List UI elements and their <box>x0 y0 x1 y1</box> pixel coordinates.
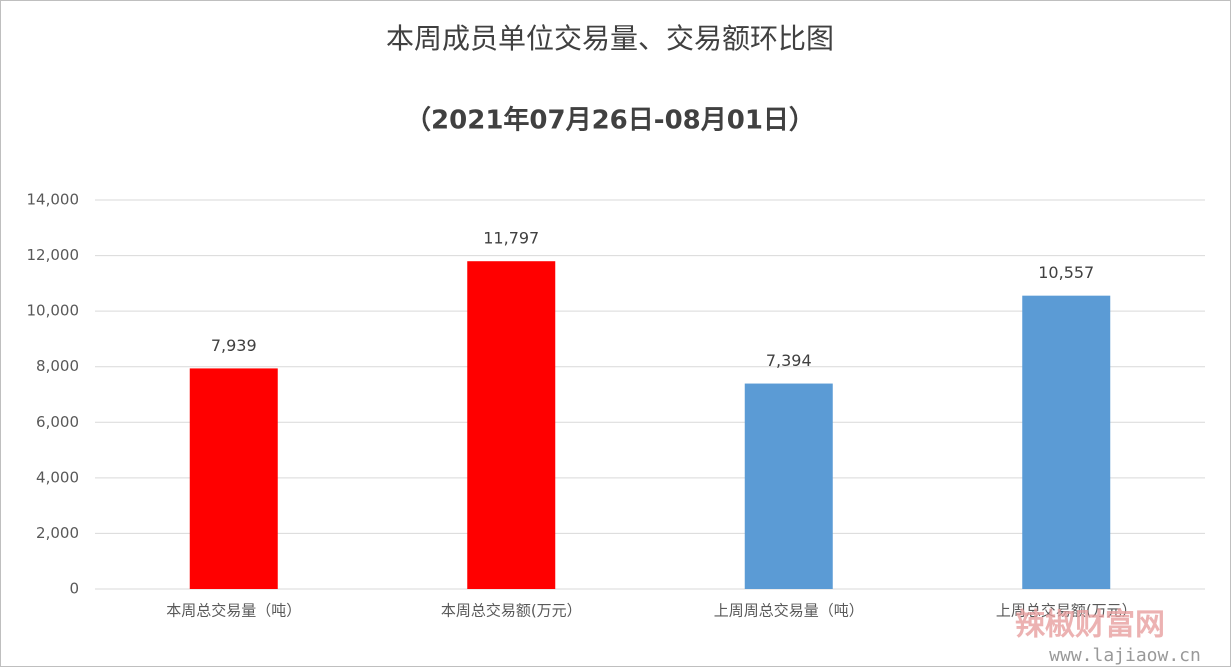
y-tick-label: 14,000 <box>27 191 80 209</box>
x-tick-label: 上周周总交易量（吨） <box>714 602 864 620</box>
bar <box>744 383 833 589</box>
x-tick-label: 本周总交易量（吨） <box>166 602 301 620</box>
value-label: 7,394 <box>766 351 812 370</box>
bar <box>467 261 556 589</box>
x-tick-label: 上周总交易额(万元） <box>996 602 1137 620</box>
value-label: 7,939 <box>211 336 257 355</box>
y-tick-label: 0 <box>69 580 79 598</box>
bar <box>189 368 278 589</box>
y-tick-label: 6,000 <box>36 413 79 431</box>
y-tick-label: 12,000 <box>27 246 80 264</box>
chart-subtitle: （2021年07月26日-08月01日） <box>405 105 815 136</box>
watermark-name: 辣椒财富网 <box>1015 608 1165 643</box>
y-tick-label: 10,000 <box>27 302 80 320</box>
x-tick-label: 本周总交易额(万元） <box>441 602 582 620</box>
chart-title: 本周成员单位交易量、交易额环比图 <box>386 22 834 55</box>
value-label: 11,797 <box>483 229 539 248</box>
y-tick-label: 8,000 <box>36 357 79 375</box>
value-label: 10,557 <box>1038 263 1094 282</box>
watermark-url: www.lajiaow.cn <box>1049 645 1201 666</box>
y-tick-label: 2,000 <box>36 524 79 542</box>
bar <box>1022 295 1111 589</box>
y-tick-label: 4,000 <box>36 468 79 486</box>
